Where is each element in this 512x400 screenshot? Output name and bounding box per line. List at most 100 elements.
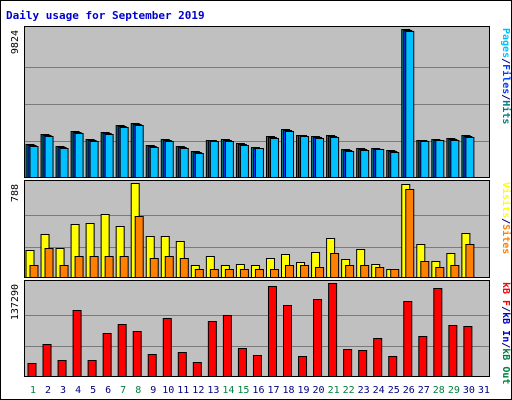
legend-entry: /	[500, 306, 511, 312]
x-tick-day-10: 10	[162, 385, 174, 396]
x-tick-day-7: 7	[120, 385, 126, 396]
bar-sites-day-17	[269, 269, 279, 278]
x-tick-day-9: 9	[150, 385, 156, 396]
bar-pages-day-19	[300, 136, 310, 178]
panel-hits-files-pages-legend: Pages/Files/Hits	[500, 28, 512, 124]
bar-kb_f-day-26	[403, 301, 413, 377]
legend-entry: kB In	[500, 312, 511, 342]
legend-entry: kB Out	[500, 348, 511, 384]
bar-sites-day-12	[194, 269, 204, 278]
x-tick-day-3: 3	[60, 385, 66, 396]
x-tick-day-1: 1	[30, 385, 36, 396]
bar-sites-day-23	[360, 265, 370, 278]
x-tick-day-22: 22	[343, 385, 355, 396]
x-tick-day-15: 15	[237, 385, 249, 396]
bar-pages-day-16	[254, 148, 264, 178]
legend-entry: Files	[500, 64, 512, 94]
bar-pages-day-13	[209, 141, 219, 178]
bar-kb_f-day-23	[358, 350, 368, 377]
x-tick-day-31: 31	[478, 385, 490, 396]
panel-hits-files-pages-ymax-label: 9824	[10, 30, 21, 54]
bar-pages-day-26	[405, 31, 415, 178]
bar-pages-day-9	[149, 147, 159, 178]
x-tick-day-12: 12	[192, 385, 204, 396]
panel-visits-sites-ymax-label: 788	[10, 184, 21, 202]
bar-kb_f-day-9	[147, 354, 157, 377]
bar-kb_f-day-7	[117, 324, 127, 377]
bar-kb_f-day-29	[448, 325, 458, 377]
bar-sites-day-7	[119, 256, 129, 278]
bar-pages-day-23	[360, 150, 370, 178]
bar-pages-day-30	[465, 137, 475, 178]
bar-pages-day-12	[194, 153, 204, 178]
panel-kbf-kbin-kbout-legend: kB F/kB In/kB Out	[500, 282, 511, 384]
bar-sites-day-3	[59, 265, 69, 278]
bar-sites-day-21	[330, 253, 340, 278]
bar-sites-day-27	[420, 261, 430, 278]
bar-kb_f-day-15	[237, 348, 247, 377]
bar-sites-day-14	[224, 269, 234, 278]
bar-sites-day-30	[465, 244, 475, 278]
bar-sites-day-2	[44, 248, 54, 278]
bar-kb_f-day-10	[162, 318, 172, 377]
bar-pages-day-11	[179, 148, 189, 178]
legend-entry: Pages	[500, 28, 511, 58]
bar-kb_f-day-20	[313, 299, 323, 377]
chart-title: Daily usage for September 2019	[6, 9, 205, 22]
bar-pages-day-28	[435, 140, 445, 178]
x-tick-day-5: 5	[90, 385, 96, 396]
x-tick-day-24: 24	[373, 385, 385, 396]
bar-sites-day-13	[209, 269, 219, 278]
x-tick-day-20: 20	[313, 385, 325, 396]
bar-sites-day-15	[239, 269, 249, 278]
bar-kb_f-day-6	[102, 333, 112, 377]
x-tick-day-21: 21	[328, 385, 340, 396]
legend-entry: Visits	[500, 182, 512, 218]
bar-pages-day-25	[390, 152, 400, 178]
bar-kb_f-day-28	[433, 288, 443, 377]
bar-kb_f-day-3	[57, 360, 67, 377]
bar-sites-day-22	[345, 265, 355, 278]
bar-pages-day-6	[104, 134, 114, 178]
legend-entry: /	[500, 58, 511, 64]
bar-pages-day-1	[29, 146, 39, 178]
bar-kb_f-day-14	[222, 315, 232, 377]
x-tick-day-2: 2	[45, 385, 51, 396]
bar-pages-day-3	[59, 148, 69, 178]
panel-kbf-kbin-kbout-ymax-label: 137290	[10, 284, 21, 320]
bar-kb_f-day-16	[252, 355, 262, 377]
bar-kb_f-day-22	[343, 349, 353, 377]
bar-pages-day-15	[239, 145, 249, 178]
x-tick-day-17: 17	[267, 385, 279, 396]
bar-pages-day-27	[420, 141, 430, 178]
x-tick-day-18: 18	[282, 385, 294, 396]
panel-visits-sites-legend: Visits/Sites	[500, 182, 512, 254]
x-tick-day-6: 6	[105, 385, 111, 396]
bar-sites-day-16	[254, 269, 264, 278]
x-tick-day-19: 19	[298, 385, 310, 396]
bar-kb_f-day-19	[298, 356, 308, 377]
x-tick-day-4: 4	[75, 385, 81, 396]
bar-sites-day-19	[300, 265, 310, 278]
bar-kb_f-day-17	[267, 286, 277, 377]
x-tick-day-23: 23	[358, 385, 370, 396]
bar-pages-day-17	[269, 138, 279, 178]
legend-entry: /	[500, 342, 511, 348]
x-tick-day-25: 25	[388, 385, 400, 396]
bar-pages-day-7	[119, 127, 129, 178]
bar-pages-day-10	[164, 141, 174, 178]
bar-sites-day-18	[285, 265, 295, 278]
bar-kb_f-day-1	[27, 363, 37, 377]
bar-sites-day-4	[74, 256, 84, 278]
bar-kb_f-day-27	[418, 336, 428, 377]
bar-pages-day-24	[375, 149, 385, 178]
x-tick-day-27: 27	[418, 385, 430, 396]
bar-sites-day-28	[435, 267, 445, 278]
bar-sites-day-6	[104, 256, 114, 278]
x-tick-day-14: 14	[222, 385, 234, 396]
bar-kb_f-day-30	[463, 326, 473, 377]
bar-pages-day-29	[450, 140, 460, 178]
bar-kb_f-day-18	[283, 305, 293, 377]
bar-kb_f-day-11	[177, 352, 187, 377]
